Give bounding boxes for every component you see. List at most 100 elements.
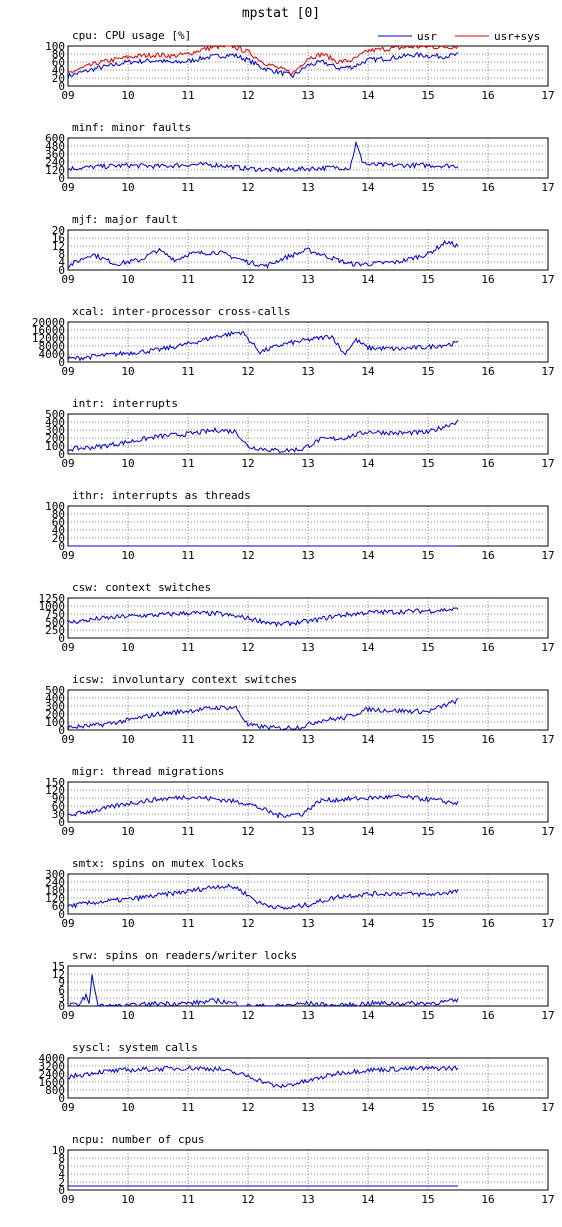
mjf-xtick-label: 09 — [61, 273, 74, 286]
cpu-ytick-label: 20 — [52, 72, 65, 85]
intr-xtick-label: 16 — [481, 457, 494, 470]
ncpu-xtick-label: 09 — [61, 1193, 74, 1206]
ncpu-ytick-label: 2 — [58, 1176, 65, 1189]
ithr-xtick-label: 10 — [121, 549, 134, 562]
syscl-ytick-label: 2400 — [39, 1068, 66, 1081]
intr-plot-frame — [67, 413, 549, 455]
minf-xtick-label: 14 — [361, 181, 375, 194]
syscl-xtick-label: 15 — [421, 1101, 434, 1114]
ithr-xtick-label: 13 — [301, 549, 314, 562]
syscl-xtick-label: 13 — [301, 1101, 314, 1114]
minf-plot-frame — [67, 137, 549, 179]
migr-xtick-label: 17 — [541, 825, 554, 838]
icsw-xtick-label: 14 — [361, 733, 375, 746]
minf-ytick-label: 360 — [45, 148, 65, 161]
ithr-xtick-label: 12 — [241, 549, 254, 562]
xcal-plot-frame — [67, 321, 549, 363]
icsw-chart-title: icsw: involuntary context switches — [72, 673, 297, 686]
migr-xtick-label: 10 — [121, 825, 134, 838]
minf-xtick-label: 13 — [301, 181, 314, 194]
ncpu-ytick-label: 6 — [58, 1160, 65, 1173]
cpu-chart-title: cpu: CPU usage [%] — [72, 29, 191, 42]
icsw-ytick-label: 300 — [45, 700, 65, 713]
migr-ytick-label: 30 — [52, 808, 65, 821]
ncpu-chart-title: ncpu: number of cpus — [72, 1133, 204, 1146]
csw-xtick-label: 12 — [241, 641, 254, 654]
cpu-xtick-label: 11 — [181, 89, 194, 102]
xcal-xtick-label: 15 — [421, 365, 434, 378]
syscl-ytick-label: 0 — [58, 1092, 65, 1105]
ncpu-ytick-label: 0 — [58, 1184, 65, 1197]
ncpu-ytick-label: 8 — [58, 1152, 65, 1165]
icsw-xtick-label: 15 — [421, 733, 434, 746]
migr-series-line-usr — [67, 793, 459, 819]
minf-xtick-label: 15 — [421, 181, 434, 194]
mjf-xtick-label: 15 — [421, 273, 434, 286]
migr-ytick-label: 120 — [45, 784, 65, 797]
minf-ytick-label: 600 — [45, 132, 65, 145]
legend-usrsys-label: usr+sys — [494, 30, 540, 43]
syscl-ytick-label: 4000 — [39, 1052, 66, 1065]
migr-xtick-label: 09 — [61, 825, 74, 838]
srw-xtick-label: 16 — [481, 1009, 494, 1022]
cpu-xtick-label: 17 — [541, 89, 554, 102]
icsw-plot-frame — [67, 689, 549, 731]
syscl-series-line-usr — [67, 1065, 459, 1089]
mjf-xtick-label: 10 — [121, 273, 134, 286]
csw-chart-title: csw: context switches — [72, 581, 211, 594]
cpu-ytick-label: 40 — [52, 64, 65, 77]
icsw-ytick-label: 500 — [45, 684, 65, 697]
icsw-xtick-label: 16 — [481, 733, 494, 746]
smtx-ytick-label: 240 — [45, 876, 65, 889]
csw-xtick-label: 17 — [541, 641, 554, 654]
icsw-ytick-label: 200 — [45, 708, 65, 721]
legend-usr-label: usr — [417, 30, 437, 43]
mjf-xtick-label: 13 — [301, 273, 314, 286]
cpu-series-line-usr — [67, 52, 459, 79]
minf-ytick-label: 240 — [45, 156, 65, 169]
xcal-xtick-label: 11 — [181, 365, 194, 378]
minf-ytick-label: 480 — [45, 140, 65, 153]
smtx-chart-title: smtx: spins on mutex locks — [72, 857, 244, 870]
icsw-ytick-label: 0 — [58, 724, 65, 737]
smtx-ytick-label: 120 — [45, 892, 65, 905]
syscl-plot-frame — [67, 1057, 549, 1099]
csw-xtick-label: 09 — [61, 641, 74, 654]
csw-series-line-usr — [67, 607, 459, 628]
srw-plot-frame — [67, 965, 549, 1007]
srw-xtick-label: 17 — [541, 1009, 554, 1022]
intr-xtick-label: 10 — [121, 457, 134, 470]
mjf-xtick-label: 14 — [361, 273, 375, 286]
csw-ytick-label: 750 — [45, 608, 65, 621]
xcal-ytick-label: 0 — [58, 356, 65, 369]
intr-xtick-label: 15 — [421, 457, 434, 470]
mjf-xtick-label: 11 — [181, 273, 194, 286]
cpu-ytick-label: 100 — [45, 40, 65, 53]
ncpu-xtick-label: 17 — [541, 1193, 554, 1206]
srw-xtick-label: 11 — [181, 1009, 194, 1022]
csw-ytick-label: 1250 — [39, 592, 66, 605]
cpu-xtick-label: 15 — [421, 89, 434, 102]
xcal-series-line-usr — [67, 330, 459, 362]
intr-ytick-label: 400 — [45, 416, 65, 429]
ithr-ytick-label: 40 — [52, 524, 65, 537]
ithr-xtick-label: 17 — [541, 549, 554, 562]
srw-ytick-label: 3 — [58, 992, 65, 1005]
minf-chart-title: minf: minor faults — [72, 121, 191, 134]
srw-xtick-label: 14 — [361, 1009, 375, 1022]
cpu-xtick-label: 09 — [61, 89, 74, 102]
csw-ytick-label: 250 — [45, 624, 65, 637]
syscl-ytick-label: 3200 — [39, 1060, 66, 1073]
smtx-ytick-label: 180 — [45, 884, 65, 897]
ithr-xtick-label: 14 — [361, 549, 375, 562]
cpu-xtick-label: 14 — [361, 89, 375, 102]
smtx-xtick-label: 14 — [361, 917, 375, 930]
page-title: mpstat [0] — [241, 6, 321, 21]
smtx-xtick-label: 13 — [301, 917, 314, 930]
smtx-xtick-label: 17 — [541, 917, 554, 930]
csw-ytick-label: 500 — [45, 616, 65, 629]
syscl-ytick-label: 1600 — [39, 1076, 66, 1089]
cpu-ytick-label: 80 — [52, 48, 65, 61]
smtx-ytick-label: 60 — [52, 900, 65, 913]
